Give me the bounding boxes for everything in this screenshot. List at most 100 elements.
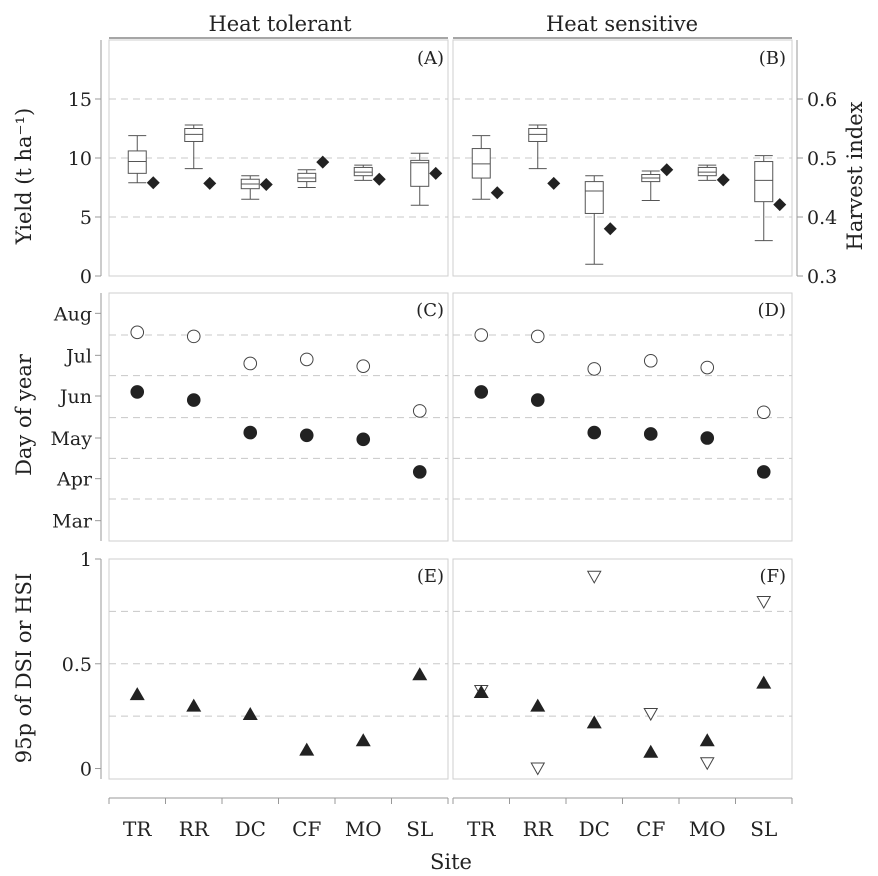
filled-circle-point bbox=[186, 393, 201, 407]
y2-tick-label: 0.6 bbox=[807, 89, 837, 111]
box-iqr bbox=[127, 150, 147, 174]
strip-heat-tolerant: Heat tolerant bbox=[208, 12, 352, 36]
filled-circle-point bbox=[530, 393, 545, 407]
dsi-axis-title: 95p of DSI or HSI bbox=[12, 573, 36, 763]
x-tick-label: TR bbox=[467, 817, 496, 841]
filled-circle-point bbox=[474, 385, 489, 399]
x-tick-label: CF bbox=[636, 817, 665, 841]
box-iqr bbox=[528, 128, 548, 142]
harvest-index-point bbox=[146, 176, 160, 190]
y-tick-label: 1 bbox=[80, 549, 92, 571]
harvest-index-point bbox=[259, 178, 273, 192]
y-tick-label: Apr bbox=[56, 469, 93, 491]
open-triangle-point bbox=[756, 595, 772, 609]
x-tick-label: RR bbox=[523, 817, 554, 841]
harvest-index-point bbox=[490, 186, 504, 200]
filled-circle-point bbox=[587, 425, 602, 440]
filled-triangle-point bbox=[586, 715, 602, 729]
yield-axis-title: Yield (t ha⁻¹) bbox=[12, 108, 36, 246]
open-circle-point bbox=[530, 329, 545, 344]
box-iqr bbox=[471, 148, 491, 179]
box-iqr bbox=[754, 161, 774, 203]
open-circle-point bbox=[587, 362, 602, 376]
x-tick-label: TR bbox=[123, 817, 152, 841]
open-circle-point bbox=[700, 360, 715, 375]
filled-circle-point bbox=[130, 385, 145, 399]
x-tick-label: SL bbox=[406, 817, 433, 841]
harvest-index-point bbox=[716, 173, 730, 187]
y-tick-label: Jun bbox=[58, 386, 92, 408]
filled-triangle-point bbox=[299, 742, 315, 756]
panel-frame bbox=[452, 558, 793, 780]
filled-triangle-point bbox=[530, 698, 546, 712]
filled-circle-point bbox=[299, 428, 314, 443]
harvest-index-point bbox=[203, 176, 217, 190]
filled-triangle-point bbox=[355, 733, 371, 747]
filled-triangle-point bbox=[699, 733, 715, 747]
open-circle-point bbox=[130, 325, 145, 340]
day-of-year-axis-title: Day of year bbox=[12, 353, 36, 476]
open-triangle-point bbox=[699, 757, 715, 771]
open-triangle-point bbox=[530, 762, 546, 776]
panel-label-c: (C) bbox=[416, 300, 444, 321]
axes: 0 5 10 15 0.3 0.4 0.5 0.6 Mar Apr May Jun Jul Aug 0 0.5… bbox=[50, 37, 837, 841]
x-tick-label: RR bbox=[179, 817, 210, 841]
open-circle-point bbox=[299, 352, 314, 367]
y-tick-label: May bbox=[50, 428, 92, 450]
open-triangle-point bbox=[586, 570, 602, 584]
filled-triangle-point bbox=[129, 687, 145, 701]
panel-frame bbox=[108, 558, 449, 780]
filled-circle-point bbox=[412, 465, 427, 479]
y2-tick-label: 0.4 bbox=[807, 207, 837, 229]
open-circle-point bbox=[643, 353, 658, 368]
box-iqr bbox=[410, 159, 430, 187]
x-tick-label: MO bbox=[345, 817, 382, 841]
panel-frames bbox=[108, 39, 793, 780]
y-tick-label: Aug bbox=[53, 303, 92, 325]
box-iqr bbox=[353, 166, 373, 177]
data-marks bbox=[127, 124, 787, 776]
strip-heat-sensitive: Heat sensitive bbox=[546, 12, 698, 36]
filled-triangle-point bbox=[643, 744, 659, 758]
filled-triangle-point bbox=[756, 675, 772, 689]
harvest-index-axis-title: Harvest index bbox=[843, 101, 867, 250]
y-tick-label: 0 bbox=[80, 759, 92, 781]
panel-label-d: (D) bbox=[758, 300, 786, 321]
y-tick-label: 10 bbox=[68, 148, 92, 170]
y-tick-label: 0 bbox=[80, 266, 92, 288]
harvest-index-point bbox=[660, 163, 674, 177]
harvest-index-point bbox=[547, 176, 561, 190]
harvest-index-point bbox=[603, 222, 617, 236]
filled-triangle-point bbox=[186, 698, 202, 712]
box-iqr bbox=[297, 172, 317, 183]
filled-circle-point bbox=[356, 432, 371, 447]
panel-label-a: (A) bbox=[417, 48, 444, 69]
panel-label-e: (E) bbox=[417, 566, 444, 587]
panel-label-b: (B) bbox=[759, 48, 786, 69]
x-axis-title: Site bbox=[430, 850, 472, 874]
open-circle-point bbox=[412, 404, 427, 418]
filled-circle-point bbox=[756, 465, 771, 479]
open-circle-point bbox=[186, 329, 201, 344]
open-circle-point bbox=[474, 328, 489, 342]
harvest-index-point bbox=[316, 155, 330, 169]
harvest-index-point bbox=[372, 172, 386, 186]
x-tick-label: DC bbox=[235, 817, 266, 841]
filled-circle-point bbox=[643, 427, 658, 441]
y-tick-label: 15 bbox=[68, 89, 92, 111]
open-circle-point bbox=[756, 405, 771, 420]
filled-triangle-point bbox=[412, 667, 428, 681]
x-tick-label: SL bbox=[750, 817, 777, 841]
filled-circle-point bbox=[243, 425, 258, 440]
box-iqr bbox=[184, 128, 204, 142]
panel-label-f: (F) bbox=[759, 566, 786, 587]
y-tick-label: 0.5 bbox=[62, 654, 92, 676]
y2-tick-label: 0.5 bbox=[807, 148, 837, 170]
harvest-index-point bbox=[429, 166, 443, 180]
open-circle-point bbox=[356, 359, 371, 373]
open-triangle-point bbox=[643, 708, 659, 722]
y-tick-label: Jul bbox=[64, 345, 92, 367]
panel-frame bbox=[108, 292, 449, 542]
gridlines bbox=[109, 98, 792, 717]
